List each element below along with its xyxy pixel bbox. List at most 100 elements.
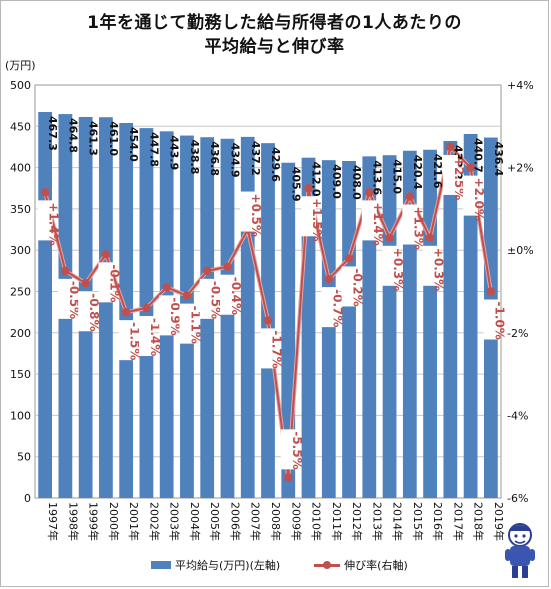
growth-value-label-bg [118, 320, 134, 361]
growth-value-label-bg [219, 274, 235, 315]
legend-label-growth: 伸び率(右軸) [344, 559, 408, 572]
y-left-tick-label: 100 [10, 409, 31, 422]
x-tick-label: 2003年 [168, 502, 182, 541]
y-left-tick-label: 300 [10, 244, 31, 257]
salary-bar [321, 160, 336, 498]
growth-value-label-bg [78, 291, 94, 332]
salary-bar [220, 138, 235, 499]
salary-bar [382, 155, 397, 498]
growth-value-label-bg [179, 303, 195, 344]
growth-value-label: -0.7% [330, 289, 344, 327]
growth-value-label: -0.8% [87, 293, 101, 331]
salary-bar [342, 160, 356, 498]
salary-bar [362, 156, 377, 498]
bar-value-label: 415.0 [391, 159, 404, 194]
y-left-tick-label: 200 [10, 327, 31, 340]
x-tick-label: 1998年 [66, 502, 80, 541]
growth-value-label: -0.5% [67, 281, 81, 319]
growth-value-label: -0.9% [168, 297, 182, 335]
growth-point [466, 163, 475, 172]
chart-title-line1: 1年を通じて勤務した給与所得者の1人あたりの [87, 13, 462, 33]
bar-value-label: 413.6 [370, 160, 383, 195]
growth-value-label-bg [301, 196, 317, 237]
growth-value-label: -0.2% [351, 268, 365, 306]
y-left-tick-label: 350 [10, 203, 31, 216]
growth-value-label: +1.4% [47, 202, 61, 245]
x-tick-label: 2014年 [391, 502, 405, 541]
x-tick-label: 1999年 [87, 502, 101, 541]
growth-value-label-bg [159, 295, 175, 336]
growth-point [121, 307, 131, 317]
growth-value-label: -1.7% [270, 330, 284, 368]
bar-value-label: 436.8 [208, 141, 221, 176]
growth-point [486, 287, 496, 296]
growth-point [223, 262, 232, 271]
growth-value-label: -0.4% [229, 277, 243, 315]
y-right-tick-label: ±0% [507, 244, 534, 257]
bar-value-label: 454.0 [127, 127, 140, 162]
y-right-tick-label: +4% [507, 79, 534, 92]
legend-bar-swatch [151, 561, 171, 569]
bar-value-label: 421.6 [431, 154, 444, 189]
bar-value-label: 464.8 [66, 118, 79, 153]
salary-bar [240, 136, 255, 498]
y-right-tick-label: -6% [507, 492, 528, 505]
bar-value-label: 443.9 [168, 135, 181, 170]
growth-value-label-bg [361, 200, 377, 241]
x-tick-label: 2009年 [289, 502, 303, 541]
y-right-tick-label: -4% [507, 409, 528, 422]
bar-value-label: 429.6 [269, 147, 282, 182]
growth-point [324, 274, 333, 284]
y-left-tick-label: 0 [24, 492, 31, 505]
y-left-tick-label: 250 [10, 286, 31, 299]
x-tick-label: 2015年 [411, 502, 425, 541]
growth-point [162, 283, 171, 292]
salary-bar [38, 112, 53, 499]
salary-bar [99, 117, 113, 499]
growth-value-label-bg [402, 204, 418, 245]
growth-value-label-bg [37, 200, 53, 241]
growth-point [61, 266, 70, 276]
y-left-tick-label: 150 [10, 368, 31, 381]
growth-value-label-bg [240, 191, 256, 232]
bar-value-label: 436.4 [492, 142, 505, 177]
legend-item-salary: 平均給与(万円)(左軸) [151, 557, 280, 573]
salary-bar [139, 128, 154, 499]
legend-label-salary: 平均給与(万円)(左軸) [175, 559, 281, 572]
bar-value-label: 420.4 [411, 155, 424, 190]
chart-svg: 0 50 100 150 200 250 300 350 400 450 500 (万円) -6% -4%… [5, 59, 534, 541]
growth-value-label: +1.5% [310, 198, 324, 241]
growth-value-label: -1.4% [148, 318, 162, 356]
growth-value-label-bg [442, 154, 458, 195]
growth-value-label-bg [321, 287, 337, 328]
x-tick-label: 2007年 [249, 502, 263, 541]
growth-value-label: -0.5% [209, 281, 223, 319]
growth-point [344, 254, 354, 263]
x-tick-label: 1997年 [46, 502, 60, 541]
x-tick-label: 2018年 [472, 502, 486, 541]
salary-bar [443, 141, 458, 498]
salary-bar [463, 133, 478, 498]
x-tick-label: 2001年 [127, 502, 141, 541]
growth-point [81, 279, 90, 288]
x-tick-label: 2005年 [208, 502, 222, 541]
bar-value-label: 437.2 [249, 141, 262, 176]
growth-value-label: +1.3% [411, 207, 425, 250]
growth-point [284, 473, 293, 482]
bar-value-label: 434.9 [228, 143, 241, 178]
growth-value-label-bg [483, 299, 499, 340]
legend-line-swatch [314, 560, 341, 570]
growth-value-label: +0.3% [432, 248, 446, 291]
growth-point [40, 188, 50, 197]
legend-item-growth: 伸び率(右軸) [314, 557, 408, 573]
y-left-tick-label: 500 [10, 79, 31, 92]
growth-value-label: +2.5% [452, 157, 466, 200]
growth-value-label: -1.0% [492, 302, 506, 340]
bar-value-label: 447.8 [147, 132, 160, 167]
growth-point [101, 250, 111, 259]
bar-value-label: 438.8 [188, 140, 201, 175]
x-tick-label: 2008年 [269, 502, 283, 541]
growth-value-label-bg [382, 245, 398, 286]
chart-title: 1年を通じて勤務した給与所得者の1人あたりの 平均給与と伸び率 [1, 11, 548, 59]
